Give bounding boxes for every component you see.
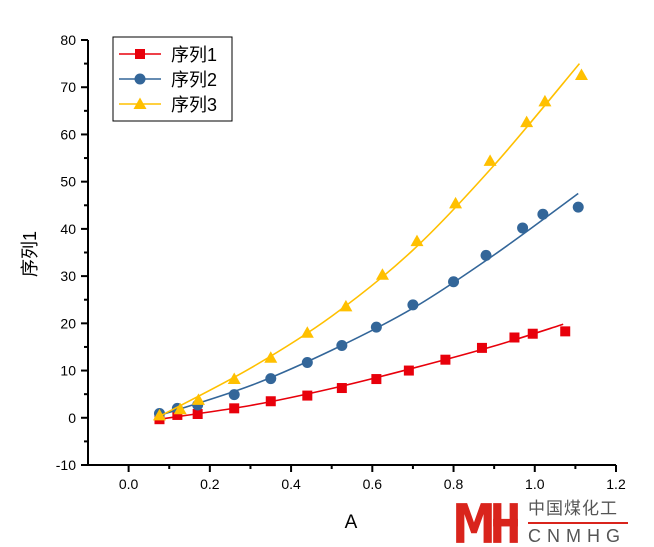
data-point-triangle xyxy=(410,234,424,247)
data-point-triangle xyxy=(538,94,552,107)
data-point-triangle xyxy=(152,408,166,421)
y-tick-label: 50 xyxy=(60,174,76,190)
data-point-circle xyxy=(537,208,549,220)
data-point-circle xyxy=(448,276,460,288)
data-point-triangle xyxy=(264,351,278,363)
y-tick-label: 70 xyxy=(60,79,76,95)
y-tick-label: 40 xyxy=(60,221,76,237)
legend-item: 序列2 xyxy=(119,70,217,90)
data-point-circle xyxy=(228,389,240,401)
data-point-circle xyxy=(572,201,584,213)
x-tick-label: 1.0 xyxy=(525,476,545,492)
legend-label: 序列1 xyxy=(171,45,217,65)
data-point-circle xyxy=(301,357,313,369)
data-point-circle xyxy=(265,373,277,385)
data-point-square xyxy=(135,49,145,59)
data-point-circle xyxy=(134,73,146,85)
data-point-triangle xyxy=(574,68,588,80)
data-point-triangle xyxy=(339,299,353,312)
data-point-triangle xyxy=(227,372,241,385)
series-3 xyxy=(152,63,588,421)
x-tick-label: 0.6 xyxy=(363,476,383,492)
data-point-circle xyxy=(336,340,348,352)
data-point-triangle xyxy=(300,326,314,338)
data-point-triangle xyxy=(173,402,187,415)
data-point-square xyxy=(172,409,183,420)
data-point-circle xyxy=(480,249,492,261)
x-tick-label: 0.8 xyxy=(444,476,464,492)
data-point-square xyxy=(371,374,382,385)
legend-label: 序列2 xyxy=(171,70,217,90)
data-point-triangle xyxy=(375,268,389,280)
y-tick-label: 60 xyxy=(60,126,76,142)
watermark-cn: 中国煤化工 xyxy=(528,499,618,518)
axes: 0.0 0.2 0.4 0.6 0.8 1.0 1.2 -10 0 10 20 30 40 50 60 70 8… xyxy=(56,32,626,492)
y-axis-label: 序列1 xyxy=(20,231,40,277)
legend-item: 序列3 xyxy=(119,95,217,115)
data-point-triangle xyxy=(133,97,147,109)
x-tick-label: 0.4 xyxy=(281,476,301,492)
y-tick-label: 30 xyxy=(60,268,76,284)
watermark-logo xyxy=(456,503,518,543)
data-point-square xyxy=(560,326,571,337)
fit-line xyxy=(159,192,579,417)
data-point-circle xyxy=(407,299,419,311)
legend-item: 序列1 xyxy=(119,45,217,65)
y-tick-label: 0 xyxy=(68,410,76,426)
data-point-triangle xyxy=(483,154,497,166)
data-point-triangle xyxy=(449,196,463,209)
data-point-square xyxy=(403,365,414,376)
legend: 序列1 序列2 序列3 xyxy=(112,36,233,122)
x-tick-label: 1.2 xyxy=(606,476,626,492)
y-tick-label: 10 xyxy=(60,363,76,379)
data-point-square xyxy=(527,328,538,339)
y-tick-label: 80 xyxy=(60,32,76,48)
y-tick-label: -10 xyxy=(56,457,76,473)
data-point-circle xyxy=(370,321,382,333)
data-point-square xyxy=(302,390,313,401)
x-tick-label: 0.2 xyxy=(200,476,220,492)
data-point-triangle xyxy=(520,115,534,128)
data-point-square xyxy=(336,383,347,394)
watermark-en: CNMHG xyxy=(528,526,626,546)
data-point-square xyxy=(265,396,276,407)
data-point-square xyxy=(192,409,203,419)
watermark: 中国煤化工 CNMHG xyxy=(452,499,652,547)
legend-label: 序列3 xyxy=(171,95,217,115)
fit-line xyxy=(159,323,564,420)
series-group xyxy=(152,63,588,425)
data-point-square xyxy=(440,354,451,365)
data-point-square xyxy=(476,342,487,353)
data-point-triangle xyxy=(191,393,205,405)
series-1 xyxy=(154,323,571,425)
data-point-square xyxy=(229,403,240,414)
y-tick-label: 20 xyxy=(60,315,76,331)
x-axis-label: A xyxy=(345,512,358,533)
data-point-square xyxy=(509,332,520,343)
data-point-circle xyxy=(517,222,529,234)
x-tick-label: 0.0 xyxy=(119,476,139,492)
watermark-divider xyxy=(528,522,628,524)
